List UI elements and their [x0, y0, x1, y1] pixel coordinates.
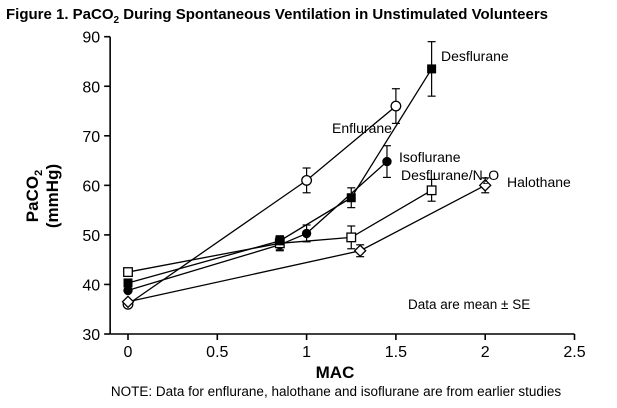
data-point: [346, 193, 356, 203]
data-point: [123, 267, 133, 278]
chart-annotation: Data are mean ± SE: [408, 297, 530, 312]
x-tick-label: 2: [481, 344, 490, 361]
y-tick-label: 90: [82, 30, 100, 47]
data-point: [478, 178, 492, 192]
x-tick-label: 1.5: [385, 344, 407, 361]
y-tick-label: 50: [82, 228, 100, 245]
x-tick-label: 1: [302, 344, 311, 361]
data-point: [390, 100, 402, 112]
data-point: [301, 228, 312, 239]
series-label: Desflurane: [441, 48, 509, 64]
data-point: [353, 244, 367, 258]
data-point: [382, 156, 392, 167]
y-tick-label: 70: [82, 129, 100, 146]
series-line: [127, 68, 433, 284]
y-axis-title-main: PaCO2: [23, 170, 45, 222]
data-point: [301, 174, 313, 186]
plot-area: 30 40 50 60 70 80 90 0 0.5 1 1.5 2 2.5 Enflurane Desfl…: [82, 30, 585, 361]
data-point: [346, 232, 357, 243]
chart-note: NOTE: Data for enflurane, halothane and …: [111, 384, 561, 399]
x-tick-label: 0: [124, 344, 133, 361]
series-line: [127, 189, 432, 273]
series-label: Desflurane/N2O: [401, 167, 499, 187]
data-point: [426, 185, 437, 196]
y-axis-title-units: (mmHg): [43, 164, 62, 228]
y-axis-title: PaCO2 (mmHg): [23, 164, 62, 228]
x-tick-label: 2.5: [563, 344, 585, 361]
y-tick-label: 40: [82, 277, 100, 294]
y-tick-label: 30: [82, 327, 100, 344]
y-tick-label: 60: [82, 178, 100, 195]
y-tick-label: 80: [82, 79, 100, 96]
data-point: [427, 64, 437, 74]
data-point: [121, 295, 135, 309]
series-label: Enflurane: [332, 120, 392, 136]
data-point: [123, 278, 133, 288]
x-tick-label: 0.5: [206, 344, 228, 361]
series-label: Isoflurane: [399, 149, 461, 165]
chart-title: Figure 1. PaCO2 During Spontaneous Venti…: [6, 6, 548, 26]
data-point: [275, 236, 285, 246]
series-label: Halothane: [507, 174, 571, 190]
x-axis-title: MAC: [316, 363, 355, 382]
series-line: [127, 184, 486, 303]
